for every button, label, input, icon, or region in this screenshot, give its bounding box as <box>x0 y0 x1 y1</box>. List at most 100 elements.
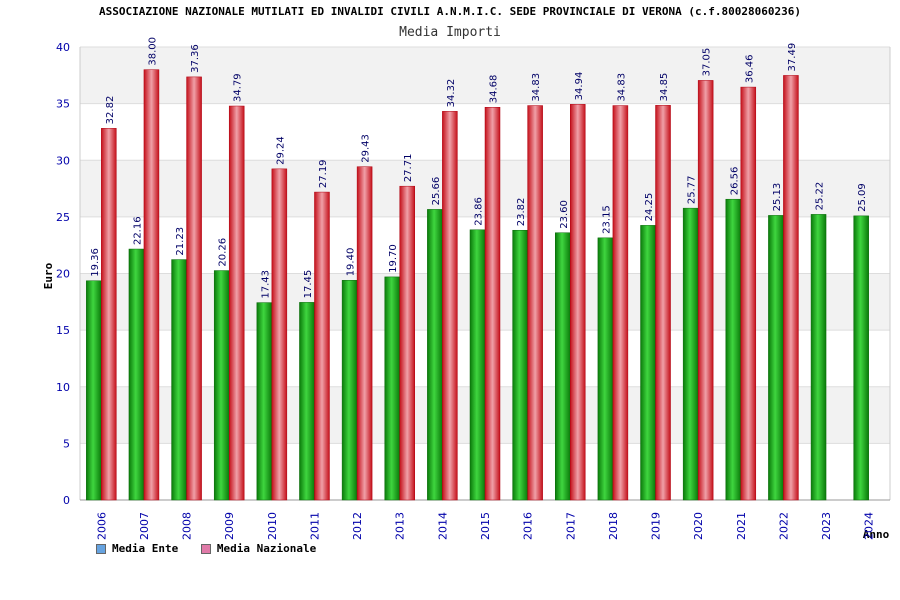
x-tick-label: 2008 <box>181 512 194 540</box>
bar-media-ente <box>853 215 869 501</box>
value-label-media-ente: 23.86 <box>474 197 485 226</box>
bar-media-nazionale <box>356 166 373 501</box>
chart-title: ASSOCIAZIONE NAZIONALE MUTILATI ED INVAL… <box>99 5 801 18</box>
value-label-media-ente: 25.66 <box>431 177 442 206</box>
y-axis-label: Euro <box>42 262 55 289</box>
y-tick-label: 20 <box>56 268 70 281</box>
value-label-media-ente: 21.23 <box>175 227 186 256</box>
y-tick-label: 15 <box>56 324 70 337</box>
legend-item-ente: Media Ente <box>96 542 178 555</box>
x-tick-label: 2024 <box>863 512 876 540</box>
bar-media-nazionale <box>484 106 501 501</box>
value-label-media-nazionale: 36.46 <box>744 54 755 83</box>
value-label-media-nazionale: 27.19 <box>318 159 329 188</box>
bar-media-nazionale <box>783 75 799 501</box>
value-label-media-nazionale: 27.71 <box>403 154 414 183</box>
value-label-media-nazionale: 29.24 <box>275 136 286 165</box>
bar-media-ente <box>512 229 528 501</box>
value-label-media-ente: 22.16 <box>132 216 143 245</box>
y-tick-label: 10 <box>56 381 70 394</box>
bar-media-ente <box>384 276 400 501</box>
value-label-media-ente: 25.09 <box>857 183 868 212</box>
bar-media-nazionale <box>228 105 245 501</box>
value-label-media-ente: 20.26 <box>218 238 229 267</box>
bar-media-nazionale <box>442 111 458 501</box>
value-label-media-nazionale: 37.49 <box>787 43 798 72</box>
legend-item-nazionale: Media Nazionale <box>200 542 317 555</box>
legend-label-ente: Media Ente <box>112 542 179 555</box>
legend-swatch-ente <box>96 543 106 554</box>
bar-media-ente <box>810 214 827 501</box>
bar-media-ente <box>682 207 699 501</box>
value-label-media-nazionale: 32.82 <box>105 96 116 125</box>
value-label-media-nazionale: 34.85 <box>659 73 670 102</box>
y-tick-label: 30 <box>56 154 70 167</box>
y-tick-label: 5 <box>63 437 70 450</box>
bar-media-nazionale <box>740 86 757 501</box>
value-label-media-ente: 23.82 <box>516 198 527 227</box>
value-label-media-nazionale: 37.05 <box>702 48 713 77</box>
x-tick-label: 2014 <box>436 512 449 540</box>
x-tick-label: 2006 <box>95 512 108 540</box>
x-tick-label: 2019 <box>650 512 663 540</box>
value-label-media-nazionale: 38.00 <box>147 37 158 66</box>
x-tick-label: 2021 <box>735 512 748 540</box>
bar-media-ente <box>86 280 102 501</box>
value-label-media-ente: 25.77 <box>687 176 698 205</box>
value-label-media-ente: 25.13 <box>772 183 783 212</box>
value-label-media-ente: 17.43 <box>260 270 271 299</box>
x-tick-label: 2016 <box>522 512 535 540</box>
x-tick-label: 2009 <box>223 512 236 540</box>
value-label-media-nazionale: 37.36 <box>190 44 201 73</box>
bar-media-nazionale <box>399 185 415 501</box>
value-label-media-ente: 23.15 <box>601 205 612 234</box>
value-label-media-nazionale: 34.32 <box>446 79 457 108</box>
value-label-media-nazionale: 34.83 <box>531 73 542 102</box>
x-tick-label: 2015 <box>479 512 492 540</box>
value-label-media-nazionale: 34.83 <box>616 73 627 102</box>
x-tick-label: 2013 <box>394 512 407 540</box>
value-label-media-ente: 17.45 <box>303 270 314 299</box>
x-tick-label: 2007 <box>138 512 151 540</box>
bar-media-ente <box>128 248 145 501</box>
bar-media-ente <box>427 209 443 501</box>
x-tick-label: 2022 <box>777 512 790 540</box>
bar-media-nazionale <box>271 168 288 501</box>
x-tick-label: 2018 <box>607 512 620 540</box>
x-tick-label: 2012 <box>351 512 364 540</box>
bar-media-nazionale <box>612 105 629 501</box>
legend-label-nazionale: Media Nazionale <box>216 542 317 555</box>
bar-media-nazionale <box>697 80 714 501</box>
bar-media-nazionale <box>527 105 543 501</box>
legend-swatch-nazionale <box>200 543 211 554</box>
value-label-media-ente: 19.70 <box>388 244 399 273</box>
value-label-media-ente: 19.36 <box>90 248 101 277</box>
y-tick-label: 0 <box>63 494 70 507</box>
chart-subtitle: Media Importi <box>399 25 501 40</box>
value-label-media-nazionale: 34.79 <box>233 73 244 102</box>
x-tick-label: 2023 <box>820 512 833 540</box>
bar-media-nazionale <box>314 191 330 501</box>
bar-media-ente <box>299 302 315 501</box>
bar-media-ente <box>469 229 486 501</box>
bar-media-ente <box>725 198 742 501</box>
x-axis-label: Anno <box>863 528 890 541</box>
value-label-media-ente: 23.60 <box>559 200 570 229</box>
y-tick-label: 25 <box>56 211 70 224</box>
x-tick-label: 2011 <box>308 512 321 540</box>
bar-media-nazionale <box>101 128 117 501</box>
bar-media-ente <box>555 232 571 501</box>
bar-media-ente <box>768 215 784 501</box>
bar-media-nazionale <box>655 105 671 501</box>
bar-media-nazionale <box>186 76 202 501</box>
bar-media-ente <box>597 237 614 501</box>
bar-media-ente <box>341 280 358 501</box>
y-tick-label: 40 <box>56 41 70 54</box>
value-label-media-ente: 25.22 <box>815 182 826 211</box>
bar-media-ente <box>213 270 230 501</box>
value-label-media-ente: 24.25 <box>644 193 655 222</box>
x-tick-label: 2010 <box>266 512 279 540</box>
value-label-media-nazionale: 34.94 <box>574 72 585 101</box>
x-tick-label: 2020 <box>692 512 705 540</box>
